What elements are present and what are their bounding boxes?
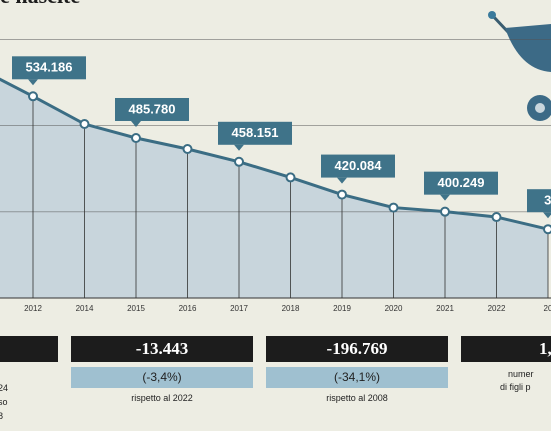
point	[79, 119, 90, 130]
value-label: 458.151	[232, 125, 279, 140]
stat-note: numer	[508, 369, 534, 379]
x-tick-label: 2016	[179, 304, 197, 313]
x-tick-label: 2021	[436, 304, 454, 313]
value-label-pointer	[337, 177, 347, 184]
stat-note: rispetto al 2022	[131, 393, 193, 403]
x-tick-label: 2019	[333, 304, 351, 313]
value-label-pointer	[131, 120, 141, 127]
stat-note: rispetto al 2008	[326, 393, 388, 403]
point	[543, 224, 551, 235]
value-label-pointer	[28, 79, 38, 86]
value-label-pointer	[440, 194, 450, 201]
x-tick-label: 2014	[76, 304, 94, 313]
point	[285, 172, 296, 183]
point	[182, 144, 193, 154]
value-label-box	[115, 97, 189, 121]
value-label: 379.89	[544, 193, 551, 208]
value-label: 534.186	[26, 60, 73, 75]
stat-box: 1,	[461, 336, 551, 362]
value-label-box	[527, 189, 551, 213]
stat-box: -13.443	[71, 336, 253, 362]
chart-title: le nascite	[0, 0, 80, 8]
side-note: so	[0, 397, 8, 407]
point	[440, 206, 450, 217]
point	[131, 132, 141, 143]
line	[0, 77, 549, 231]
x-tick-label: 20	[544, 304, 551, 313]
value-label: 420.084	[335, 158, 383, 173]
value-label: 485.780	[129, 101, 176, 116]
stroller-icon	[488, 11, 551, 121]
stat-percent: (-3,4%)	[71, 367, 253, 388]
value-label-box	[424, 171, 498, 195]
x-tick-label: 2022	[488, 304, 506, 313]
point	[234, 156, 244, 167]
value-label-box	[321, 154, 395, 178]
chart: le nascite 2012 2014 2015 2016 2017 2018 2019 2…	[0, 0, 551, 313]
x-tick-label: 2012	[24, 304, 42, 313]
point	[28, 91, 38, 102]
stat-box: -196.769	[266, 336, 448, 362]
side-note: 24	[0, 383, 9, 393]
value-label-pointer	[543, 212, 551, 219]
side-note: 8	[0, 411, 4, 421]
value-label: 400.249	[438, 175, 485, 190]
value-label-box	[218, 121, 292, 145]
stat-percent: (-34,1%)	[266, 367, 448, 388]
x-tick-label: 2017	[230, 304, 248, 313]
stat-box	[0, 336, 58, 362]
x-tick-label: 2015	[127, 304, 145, 313]
value-label-pointer	[234, 144, 244, 151]
point	[337, 189, 347, 200]
stat-note: di figli p	[500, 382, 531, 392]
point	[491, 212, 502, 223]
value-label-box	[12, 56, 86, 80]
point	[388, 202, 399, 213]
area	[0, 79, 548, 298]
x-tick-label: 2020	[385, 304, 403, 313]
x-tick-label: 2018	[282, 304, 300, 313]
